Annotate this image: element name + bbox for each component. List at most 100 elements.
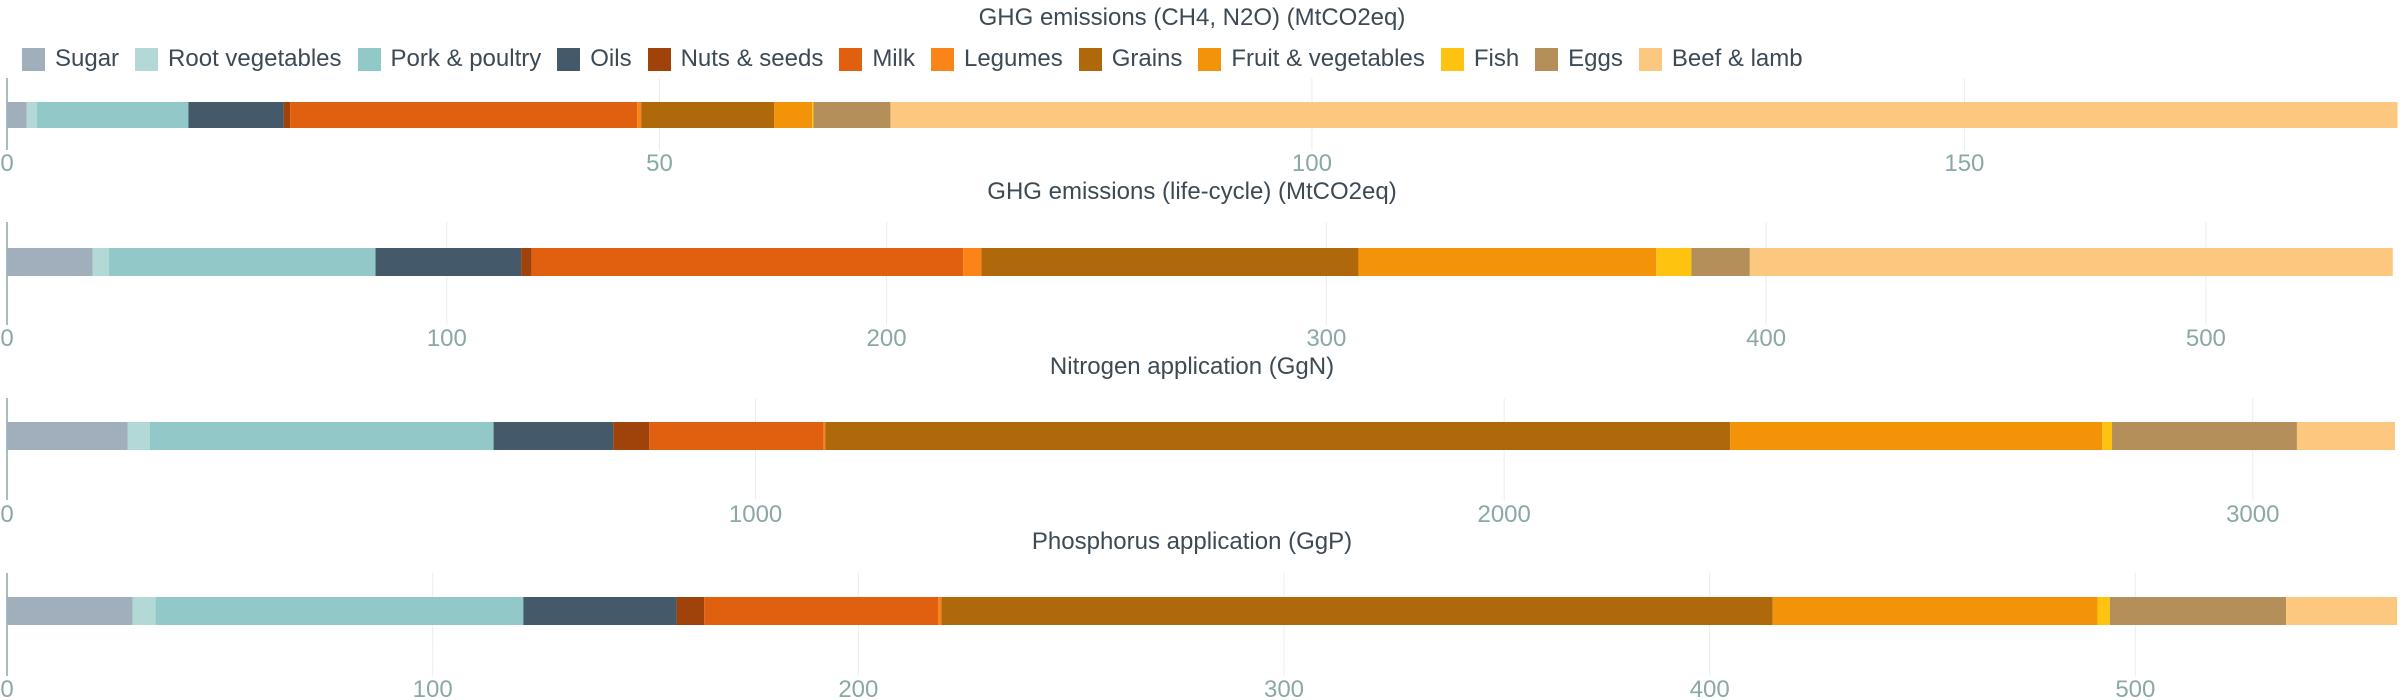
bar-segment[interactable] xyxy=(941,597,1773,625)
legend-item[interactable]: Root vegetables xyxy=(135,45,342,73)
legend-label: Beef & lamb xyxy=(1671,45,1803,72)
bar-segment[interactable] xyxy=(676,597,705,625)
bar-segment[interactable] xyxy=(2286,597,2398,625)
legend-label: Eggs xyxy=(1568,45,1623,72)
legend-label: Root vegetables xyxy=(168,45,342,72)
bar-segment[interactable] xyxy=(155,597,524,625)
legend-swatch xyxy=(357,47,381,71)
legend-item[interactable]: Eggs xyxy=(1535,45,1623,73)
legend-item[interactable]: Grains xyxy=(1078,45,1183,73)
bar-segment[interactable] xyxy=(1749,248,2393,276)
tick-label: 400 xyxy=(1746,325,1786,352)
tick-label: 0 xyxy=(0,501,13,528)
chart-title: Phosphorus application (GgP) xyxy=(1032,528,1352,555)
tick-label: 0 xyxy=(0,676,13,700)
bar-segment[interactable] xyxy=(613,422,650,450)
bar-segment[interactable] xyxy=(823,422,826,450)
legend-label: Oils xyxy=(590,45,632,72)
bar-segment[interactable] xyxy=(132,597,156,625)
bar-segment[interactable] xyxy=(375,248,522,276)
bar-segment[interactable] xyxy=(188,102,284,128)
legend-item[interactable]: Milk xyxy=(839,45,915,73)
legend-item[interactable]: Sugar xyxy=(22,45,119,73)
tick-label: 200 xyxy=(838,676,878,700)
legend-label: Grains xyxy=(1111,45,1183,72)
legend-swatch xyxy=(557,47,581,71)
bar-segment[interactable] xyxy=(7,422,128,450)
bar-segment[interactable] xyxy=(641,102,775,128)
legend-swatch xyxy=(1535,47,1559,71)
legend-item[interactable]: Fruit & vegetables xyxy=(1198,45,1425,73)
bar-segment[interactable] xyxy=(127,422,150,450)
bar-segment[interactable] xyxy=(938,597,942,625)
bar-segment[interactable] xyxy=(2097,597,2110,625)
legend-label: Sugar xyxy=(55,45,120,72)
legend-swatch xyxy=(839,47,863,71)
legend-swatch xyxy=(1638,47,1662,71)
bar-segment[interactable] xyxy=(109,248,376,276)
legend-item[interactable]: Fish xyxy=(1440,45,1520,73)
tick-label: 500 xyxy=(2186,325,2226,352)
legend-label: Pork & poultry xyxy=(390,45,542,72)
bar-segment[interactable] xyxy=(523,597,677,625)
bar-segment[interactable] xyxy=(92,248,110,276)
bar-segment[interactable] xyxy=(1656,248,1692,276)
bar-segment[interactable] xyxy=(521,248,532,276)
legend-item[interactable]: Beef & lamb xyxy=(1638,45,1803,73)
tick-label: 100 xyxy=(1292,150,1332,177)
bar-segment[interactable] xyxy=(2112,422,2297,450)
bar-segment[interactable] xyxy=(37,102,189,128)
bar-segment[interactable] xyxy=(493,422,614,450)
legend-label: Milk xyxy=(872,45,915,72)
bar-segment[interactable] xyxy=(813,102,891,128)
chart-title: GHG emissions (life-cycle) (MtCO2eq) xyxy=(987,178,1396,205)
bar-segment[interactable] xyxy=(149,422,494,450)
legend-label: Fish xyxy=(1473,45,1520,72)
tick-label: 1000 xyxy=(729,501,782,528)
tick-label: 100 xyxy=(427,325,467,352)
legend-item[interactable]: Legumes xyxy=(930,45,1063,73)
chart-title: GHG emissions (CH4, N2O) (MtCO2eq) xyxy=(979,4,1406,31)
bar-segment[interactable] xyxy=(637,102,642,128)
bar-segment[interactable] xyxy=(704,597,939,625)
bar-segment[interactable] xyxy=(1772,597,2098,625)
bar-segment[interactable] xyxy=(825,422,1731,450)
legend-item[interactable]: Pork & poultry xyxy=(357,45,542,73)
legend-label: Legumes xyxy=(963,45,1063,72)
legend-item[interactable]: Oils xyxy=(557,45,632,73)
legend-swatch xyxy=(647,47,671,71)
bar-segment[interactable] xyxy=(290,102,638,128)
bar-segment[interactable] xyxy=(531,248,964,276)
bar-segment[interactable] xyxy=(963,248,982,276)
chart-legend: Sugar Root vegetables Pork & poultry Oils Nu… xyxy=(22,44,1819,74)
bar-segment[interactable] xyxy=(812,102,814,128)
bar-segment[interactable] xyxy=(774,102,813,128)
legend-swatch xyxy=(22,47,45,71)
bar-segment[interactable] xyxy=(2102,422,2113,450)
bar-segment[interactable] xyxy=(649,422,824,450)
bar-segment[interactable] xyxy=(7,597,133,625)
bar-segment[interactable] xyxy=(2109,597,2287,625)
tick-label: 2000 xyxy=(1477,501,1530,528)
legend-swatch xyxy=(1440,47,1464,71)
legend-label: Fruit & vegetables xyxy=(1231,45,1425,72)
legend-label: Nuts & seeds xyxy=(680,45,824,72)
tick-label: 400 xyxy=(1690,676,1730,700)
bar-segment[interactable] xyxy=(981,248,1359,276)
bar-segment[interactable] xyxy=(7,248,93,276)
bar-segment[interactable] xyxy=(1358,248,1657,276)
tick-label: 0 xyxy=(0,150,13,177)
bar-segment[interactable] xyxy=(1691,248,1750,276)
bar-segment[interactable] xyxy=(890,102,2398,128)
bar-segment[interactable] xyxy=(26,102,38,128)
tick-label: 300 xyxy=(1264,676,1304,700)
bar-segment[interactable] xyxy=(7,102,27,128)
bar-segment[interactable] xyxy=(2296,422,2395,450)
legend-item[interactable]: Nuts & seeds xyxy=(647,45,824,73)
tick-label: 0 xyxy=(0,325,13,352)
chart-title: Nitrogen application (GgN) xyxy=(1050,353,1334,380)
legend-swatch xyxy=(930,47,954,71)
bar-segment[interactable] xyxy=(283,102,291,128)
bar-segment[interactable] xyxy=(1730,422,2103,450)
